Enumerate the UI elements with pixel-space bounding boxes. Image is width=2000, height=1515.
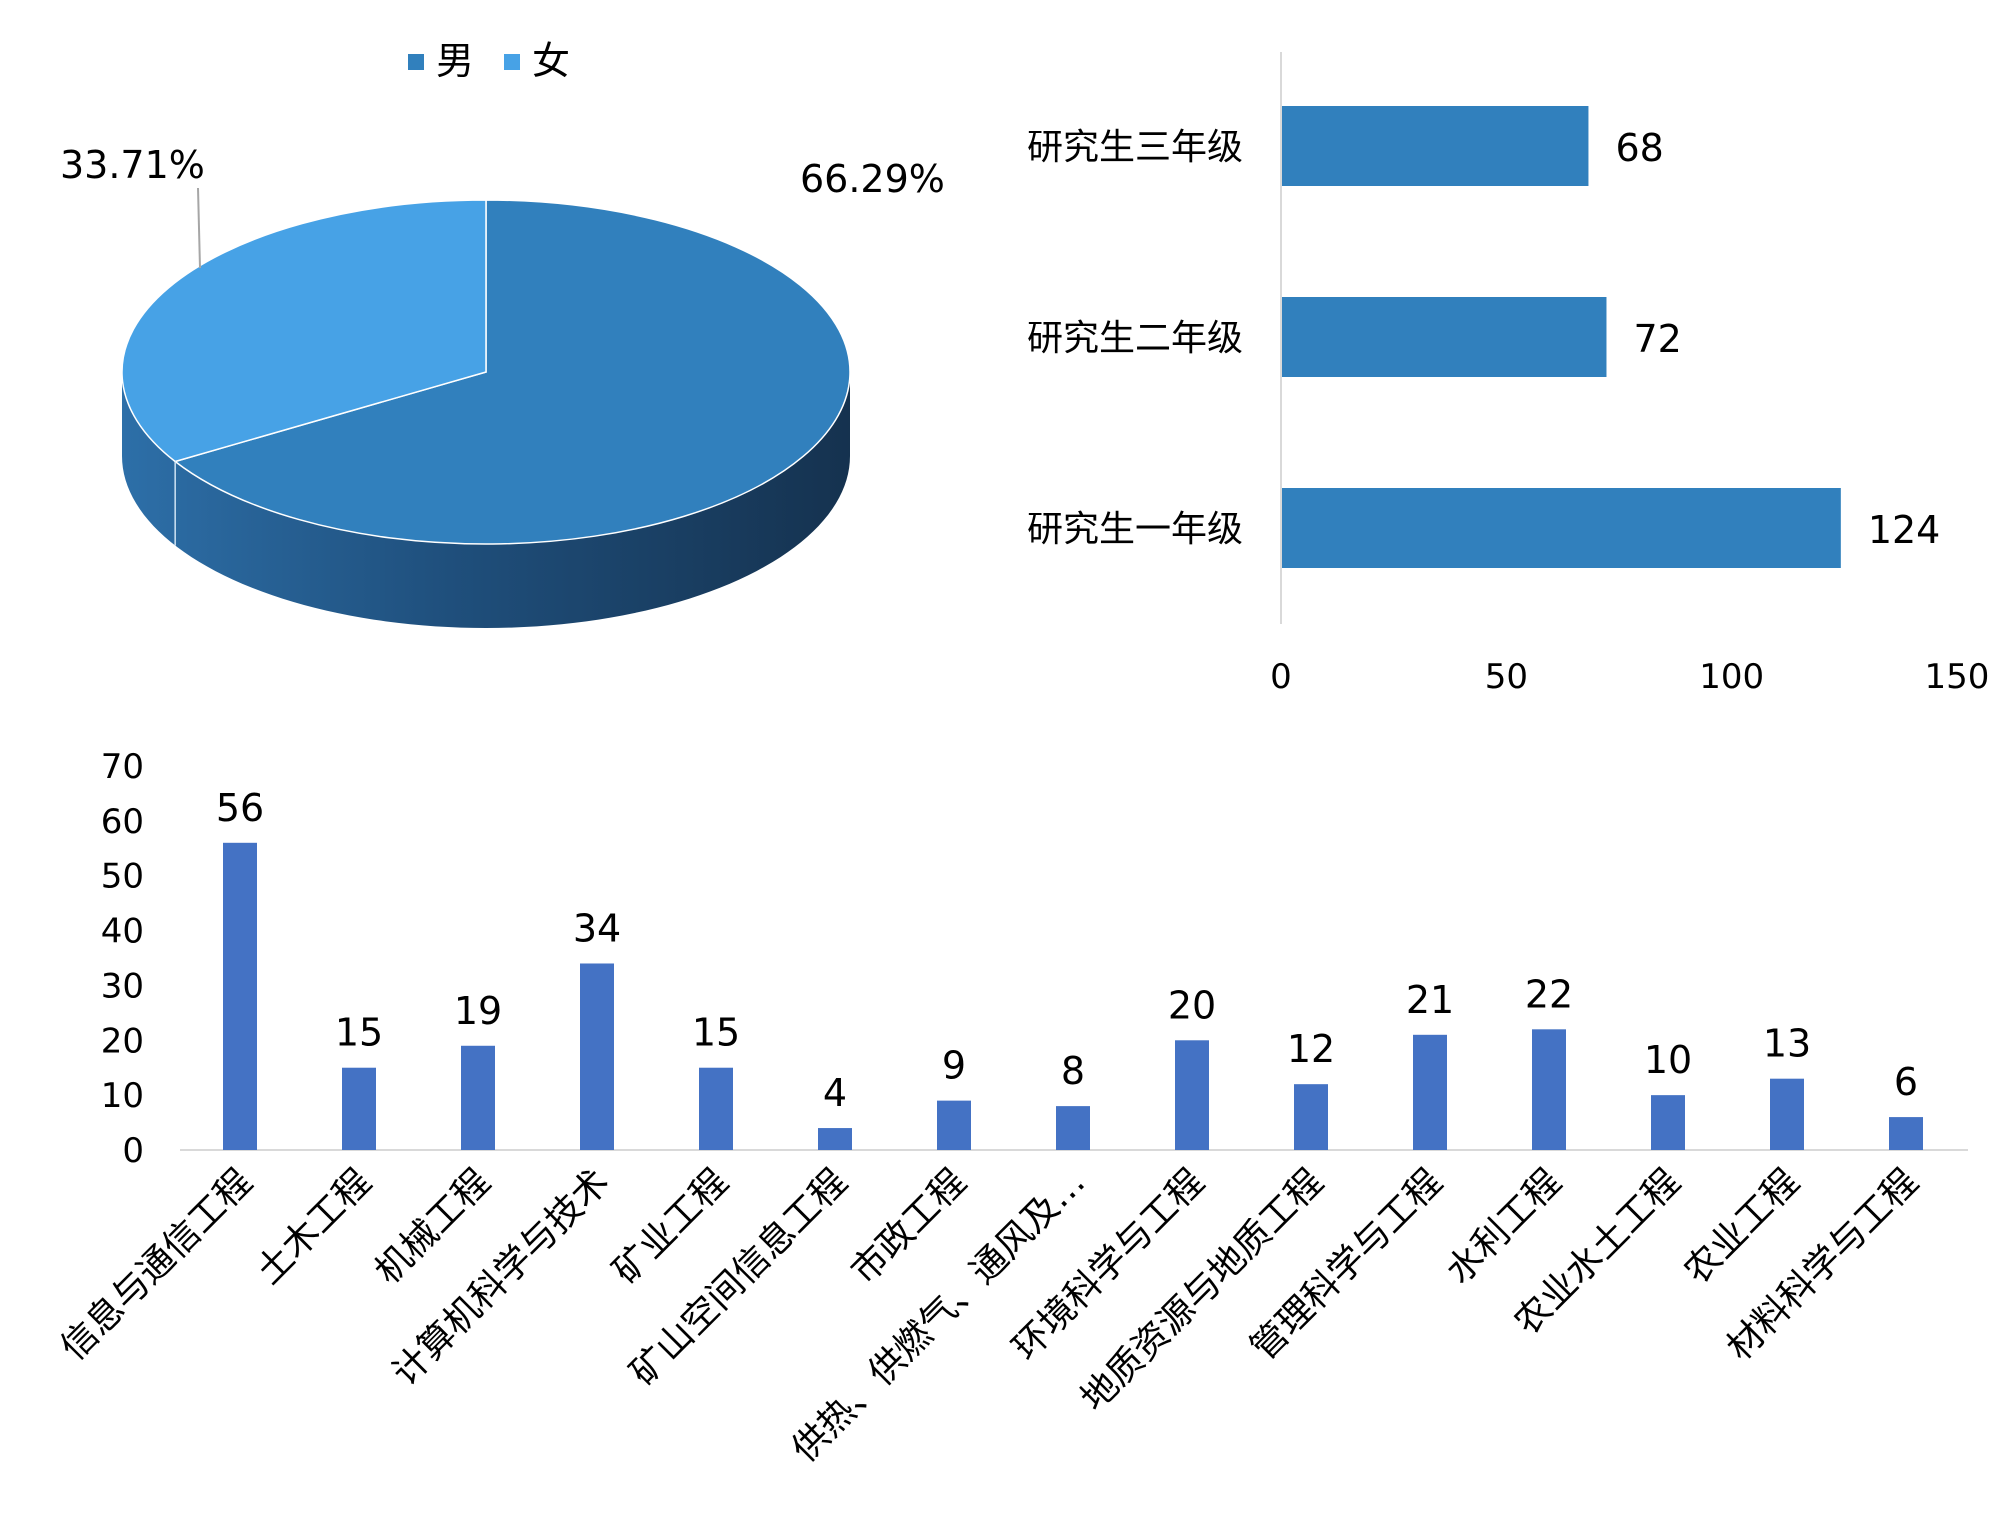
vbar-value-label-12: 10 [1644,1038,1692,1082]
vbar-bar-6 [937,1100,971,1150]
pie-side-wall [122,372,850,628]
vbar-value-label-6: 9 [942,1044,966,1088]
vbar-category-3: 计算机科学与技术 [385,1161,618,1394]
grade-bar-chart: 研究生三年级 68 研究生二年级 72 研究生一年级 124 0 50 100 150 [1027,52,1989,697]
hbar-x-tick-3: 150 [1925,657,1990,697]
hbar-x-tick-0: 0 [1270,657,1292,697]
vbar-value-label-5: 4 [823,1071,847,1115]
vbar-value-label-11: 22 [1525,972,1573,1016]
legend-swatch-0 [408,54,424,70]
pie-slice-0 [173,199,851,545]
hbar-category-0: 研究生三年级 [1027,127,1243,168]
pie-label-male: 66.29% [800,157,945,201]
vbar-y-tick-3: 30 [101,966,144,1006]
vbar-bar-9 [1294,1084,1328,1150]
vbar-bar-0 [223,842,257,1150]
vbar-bar-8 [1175,1040,1209,1150]
vbar-bar-7 [1056,1106,1090,1150]
vbar-bar-12 [1651,1095,1685,1150]
vbar-y-tick-0: 0 [122,1131,144,1171]
vbar-category-0: 信息与通信工程 [53,1161,260,1368]
vbar-bar-14 [1889,1117,1923,1150]
vbar-bar-2 [461,1045,495,1150]
vbar-y-tick-2: 20 [101,1021,144,1061]
vbar-bar-5 [818,1128,852,1150]
vbar-value-label-0: 56 [216,786,264,830]
hbar-category-2: 研究生一年级 [1027,509,1243,550]
vbar-value-label-8: 20 [1168,983,1216,1027]
vbar-value-label-1: 15 [335,1011,383,1055]
pie-chart: 66.29% 33.71% 男 女 [60,39,945,628]
vbar-value-label-2: 19 [454,989,502,1033]
vbar-bar-13 [1770,1078,1804,1150]
major-bar-chart: 01020304050607056信息与通信工程15土木工程19机械工程34计算… [53,747,1968,1470]
hbar-value-label-0: 68 [1615,126,1663,170]
vbar-bar-11 [1532,1029,1566,1150]
hbar-x-tick-1: 50 [1485,657,1528,697]
vbar-bar-1 [342,1067,376,1150]
vbar-y-tick-7: 70 [101,747,144,787]
legend-entry-0: 男 [436,39,474,83]
vbar-value-label-7: 8 [1061,1049,1085,1093]
pie-leader-line [197,187,201,269]
vbar-bar-10 [1413,1034,1447,1150]
vbar-category-5: 矿山空间信息工程 [623,1161,856,1394]
hbar-x-tick-2: 100 [1699,657,1764,697]
vbar-y-tick-6: 60 [101,802,144,842]
hbar-bar-2 [1282,488,1841,568]
vbar-y-tick-4: 40 [101,912,144,952]
vbar-value-label-9: 12 [1287,1027,1335,1071]
vbar-value-label-10: 21 [1406,978,1454,1022]
vbar-y-tick-5: 50 [101,857,144,897]
vbar-value-label-14: 6 [1894,1060,1918,1104]
vbar-y-tick-1: 10 [101,1076,144,1116]
hbar-bar-0 [1282,106,1589,186]
legend-swatch-1 [504,54,520,70]
hbar-value-label-2: 124 [1868,508,1941,552]
vbar-bar-3 [580,963,614,1150]
hbar-category-1: 研究生二年级 [1027,318,1243,359]
vbar-bar-4 [699,1067,733,1150]
vbar-value-label-13: 13 [1763,1022,1811,1066]
legend-entry-1: 女 [532,39,570,83]
pie-label-female: 33.71% [60,143,205,187]
pie-slice-1 [121,199,487,463]
vbar-value-label-3: 34 [573,906,621,950]
hbar-bar-1 [1282,297,1607,377]
vbar-category-1: 土木工程 [249,1161,380,1292]
vbar-value-label-4: 15 [692,1011,740,1055]
hbar-value-label-1: 72 [1633,317,1681,361]
